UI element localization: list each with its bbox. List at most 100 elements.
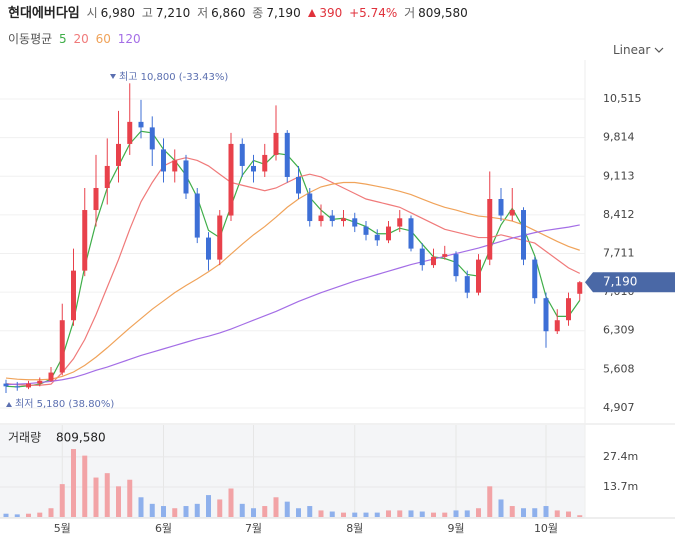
volume-label: 거	[404, 6, 416, 20]
candle-body	[217, 215, 223, 260]
high-value: 7,210	[155, 6, 191, 20]
x-tick-label: 7월	[245, 522, 262, 535]
open-label: 시	[86, 6, 98, 20]
min-annotation: 최저 5,180 (38.80%)	[15, 398, 114, 410]
candle-body	[93, 187, 99, 211]
volume-bar	[318, 510, 324, 517]
volume-bar	[3, 513, 9, 517]
volume-bar	[116, 486, 121, 517]
volume-value: 809,580	[418, 6, 468, 20]
volume-bar	[104, 473, 110, 517]
volume-bar	[498, 499, 504, 517]
volume-bar	[296, 508, 301, 517]
chevron	[654, 47, 664, 53]
high-label: 고	[141, 6, 153, 20]
x-tick-label: 6월	[155, 522, 172, 535]
moving-average-line	[5, 224, 580, 386]
y-tick-label: 6,309	[603, 324, 635, 337]
candle-body	[239, 143, 245, 166]
candle-body	[363, 226, 369, 235]
volume-bar	[453, 510, 459, 517]
candle-body	[284, 132, 290, 177]
volume-bar	[149, 503, 155, 517]
last-price-label: 7,190	[603, 275, 637, 289]
candle-body	[419, 248, 425, 266]
candle-body	[262, 154, 268, 172]
candle-body	[48, 372, 54, 381]
ma-legend-entry: 120	[117, 32, 141, 46]
low-value: 6,860	[211, 6, 246, 20]
moving-average-line	[5, 157, 581, 386]
moving-average-line	[5, 130, 581, 388]
scale-selector[interactable]: Linear	[613, 43, 664, 57]
volume-bar	[554, 510, 560, 517]
volume-bar	[464, 510, 470, 517]
scale-text: Linear	[613, 43, 651, 57]
volume-bar	[183, 506, 189, 517]
candle-body	[453, 254, 459, 277]
candle-body	[161, 149, 166, 172]
candle-body	[3, 383, 9, 387]
x-tick-label: 5월	[54, 522, 71, 535]
volume-bar	[543, 506, 549, 517]
x-tick-label: 9월	[447, 522, 464, 535]
change-percent: +5.74%	[349, 6, 398, 20]
candle-body	[273, 132, 279, 155]
volume-bar	[509, 506, 515, 517]
moving-average-line	[5, 181, 580, 381]
candle-body	[352, 218, 358, 227]
candle-body	[251, 165, 256, 172]
volume-bar	[228, 488, 234, 517]
candle-body	[228, 143, 234, 216]
y-tick-label: 5,608	[603, 362, 635, 375]
volume-bar	[341, 512, 346, 517]
open-value: 6,980	[100, 6, 135, 20]
candle-body	[14, 386, 20, 388]
candle-body	[26, 383, 31, 388]
volume-bar	[419, 511, 425, 517]
volume-bar	[352, 512, 358, 517]
volume-bar	[284, 501, 290, 517]
volume-bar	[408, 510, 414, 517]
candle-body	[532, 259, 538, 299]
y-tick-label: 4,907	[603, 401, 635, 414]
volume-bar	[59, 484, 65, 517]
candle-body	[183, 160, 189, 194]
volume-bar	[161, 506, 166, 517]
x-tick-label: 10월	[534, 522, 558, 535]
min-marker	[6, 402, 12, 407]
volume-bar	[487, 486, 493, 517]
candle-body	[341, 218, 346, 222]
candle-body	[521, 210, 526, 260]
volume-bar	[14, 514, 20, 517]
candle-body	[194, 193, 200, 238]
candle-body	[498, 199, 504, 216]
candle-body	[431, 256, 436, 266]
volume-bar	[251, 508, 256, 517]
close-value: 7,190	[266, 6, 301, 20]
volume-bar	[71, 449, 76, 517]
volume-bar	[206, 495, 211, 517]
volume-bar	[374, 512, 380, 517]
candle-body	[116, 143, 121, 166]
up-icon	[307, 9, 316, 17]
volume-bar	[273, 497, 279, 517]
max-marker	[110, 74, 116, 79]
ma-legend[interactable]: 이동평균 5 20 60 120	[8, 30, 144, 47]
volume-bar	[82, 455, 88, 517]
candle-body	[296, 176, 301, 194]
candle-body	[206, 237, 211, 260]
candle-body	[566, 298, 571, 321]
volume-bar	[521, 508, 526, 517]
low-label: 저	[197, 6, 209, 20]
candle-body	[172, 160, 178, 172]
volume-bar	[442, 512, 448, 517]
y-tick-label: 9,113	[603, 169, 635, 182]
candle-body	[554, 320, 560, 332]
volume-bar	[476, 508, 481, 517]
volume-bar	[532, 508, 538, 517]
candle-body	[329, 215, 335, 222]
candle-body	[104, 165, 110, 188]
